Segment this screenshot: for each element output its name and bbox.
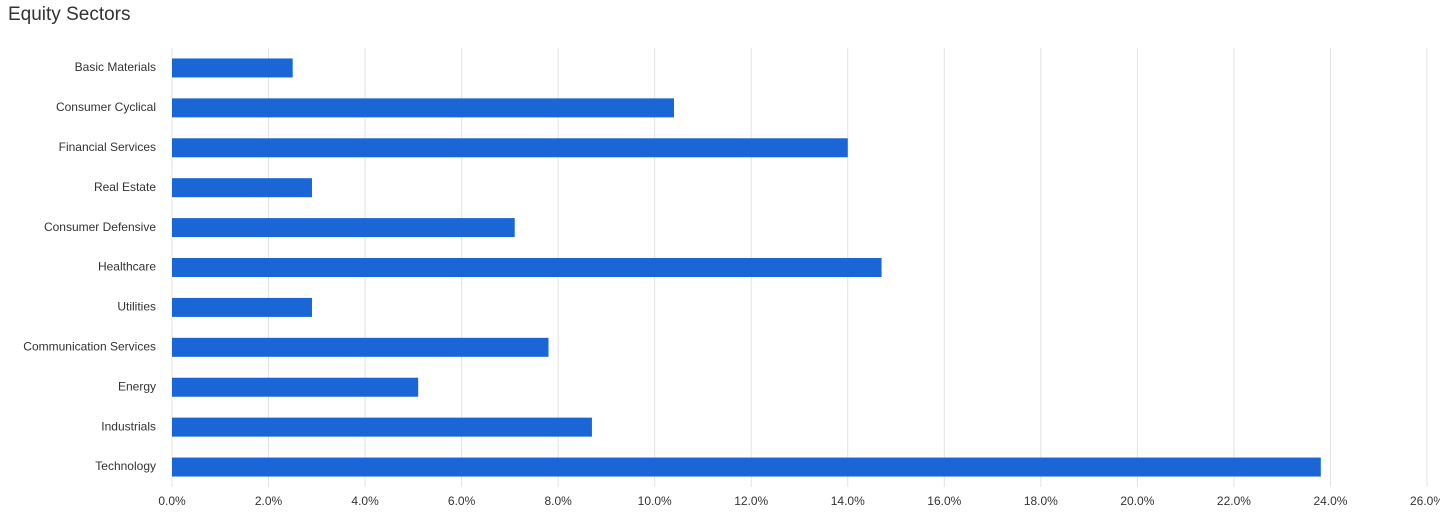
y-tick-label: Industrials — [101, 419, 156, 433]
y-tick-label: Healthcare — [98, 260, 156, 274]
x-tick-label: 20.0% — [1120, 494, 1154, 508]
x-tick-label: 18.0% — [1024, 494, 1058, 508]
x-tick-label: 26.0% — [1410, 494, 1440, 508]
y-tick-label: Communication Services — [23, 339, 156, 353]
bar — [172, 178, 312, 198]
chart-title: Equity Sectors — [8, 4, 131, 25]
x-tick-label: 12.0% — [734, 494, 768, 508]
x-tick-label: 6.0% — [448, 494, 476, 508]
x-tick-label: 10.0% — [638, 494, 672, 508]
x-tick-label: 4.0% — [351, 494, 379, 508]
x-tick-label: 0.0% — [158, 494, 186, 508]
bar — [172, 138, 848, 158]
y-tick-label: Utilities — [117, 300, 156, 314]
bar — [172, 377, 419, 397]
x-tick-label: 14.0% — [831, 494, 865, 508]
y-tick-label: Technology — [95, 459, 156, 473]
x-tick-label: 16.0% — [927, 494, 961, 508]
y-tick-label: Basic Materials — [75, 60, 156, 74]
y-tick-label: Consumer Cyclical — [56, 100, 156, 114]
x-tick-label: 24.0% — [1313, 494, 1347, 508]
x-tick-label: 8.0% — [544, 494, 572, 508]
y-tick-label: Consumer Defensive — [44, 220, 156, 234]
y-tick-label: Real Estate — [94, 180, 156, 194]
bar — [172, 297, 312, 317]
bar — [172, 218, 515, 238]
x-tick-label: 2.0% — [255, 494, 283, 508]
bar — [172, 98, 674, 118]
bar — [172, 58, 293, 78]
bar — [172, 258, 882, 277]
bar — [172, 337, 549, 357]
y-tick-label: Energy — [118, 379, 156, 393]
bar — [172, 417, 592, 437]
x-tick-label: 22.0% — [1217, 494, 1251, 508]
bar — [172, 457, 1321, 477]
y-tick-label: Financial Services — [59, 140, 156, 154]
